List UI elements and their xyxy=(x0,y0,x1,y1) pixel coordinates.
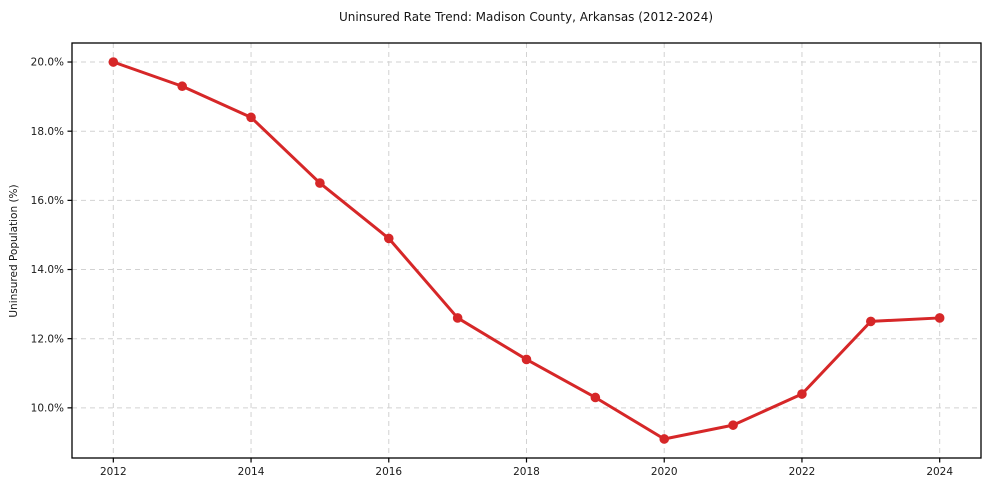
x-tick-label: 2020 xyxy=(651,466,678,478)
data-point-marker xyxy=(521,354,532,365)
y-tick-label: 12.0% xyxy=(31,333,64,345)
x-tick-label: 2012 xyxy=(100,466,127,478)
data-point-marker xyxy=(934,313,945,323)
data-point-marker xyxy=(177,81,187,92)
x-tick-label: 2022 xyxy=(789,466,816,478)
y-tick-label: 10.0% xyxy=(31,403,64,415)
y-axis-label: Uninsured Population (%) xyxy=(8,184,20,317)
data-point-marker xyxy=(659,434,670,444)
data-point-marker xyxy=(246,112,256,123)
data-point-marker xyxy=(866,316,876,327)
y-tick-label: 16.0% xyxy=(31,195,64,207)
y-tick-label: 18.0% xyxy=(31,126,64,138)
data-point-marker xyxy=(590,392,601,403)
x-tick-label: 2018 xyxy=(513,466,540,478)
y-tick-label: 14.0% xyxy=(31,264,64,276)
data-point-marker xyxy=(315,178,325,188)
data-point-marker xyxy=(452,313,463,323)
data-point-marker xyxy=(797,389,807,399)
data-point-marker xyxy=(383,233,394,244)
chart-title: Uninsured Rate Trend: Madison County, Ar… xyxy=(339,10,713,24)
x-tick-label: 2024 xyxy=(926,466,953,478)
x-tick-label: 2014 xyxy=(238,466,265,478)
data-point-marker xyxy=(108,57,119,67)
y-tick-label: 20.0% xyxy=(31,57,64,69)
x-tick-label: 2016 xyxy=(375,466,402,478)
plot-layer: 2012 2014 2016 2018 2020 2022 2024 10.0% 12.0% 14… xyxy=(31,42,982,478)
data-point-marker xyxy=(728,420,738,430)
